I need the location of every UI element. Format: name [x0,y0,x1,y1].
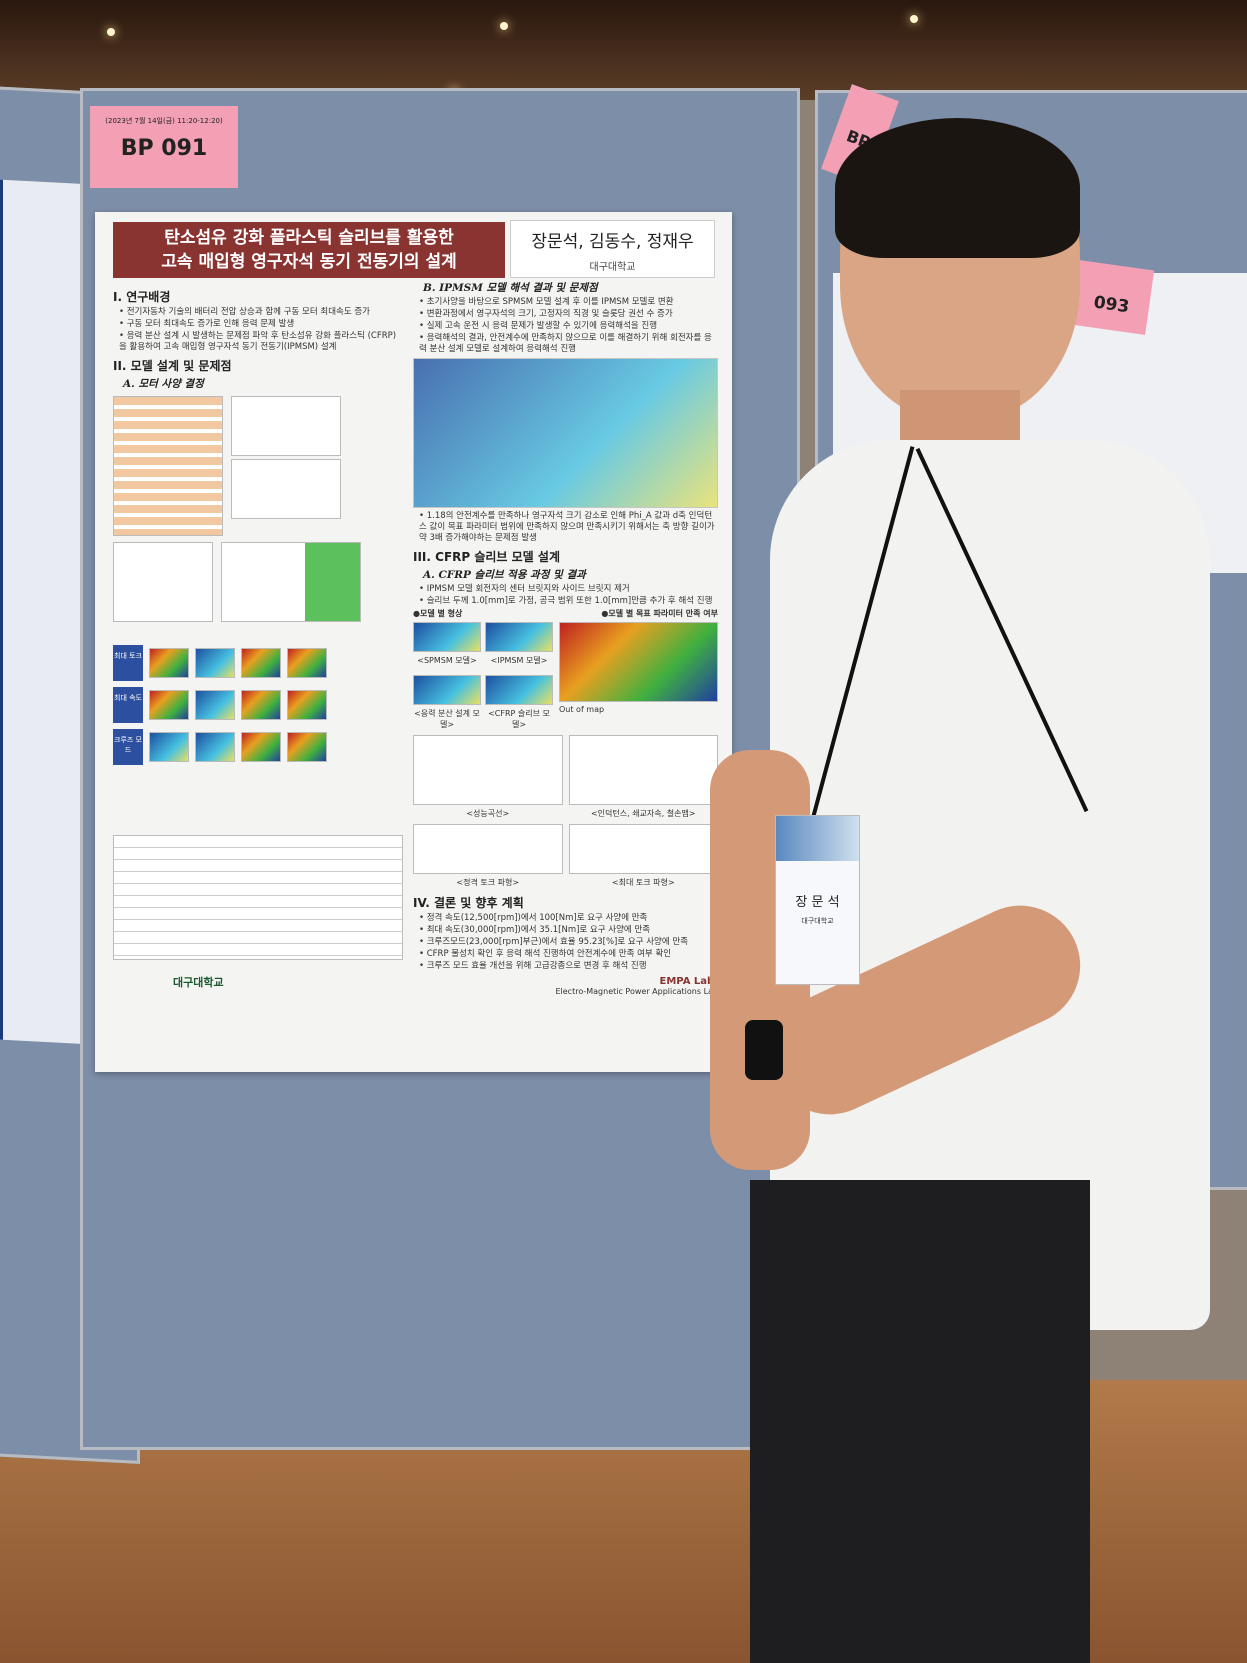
output-graph [231,459,341,519]
session-tag: (2023년 7월 14일(금) 11:20-12:20) BP 091 [90,106,238,188]
smartwatch [745,1020,783,1080]
phi-l-map [241,648,281,678]
phi-l-map [195,690,235,720]
bullet: • 정격 속도(12,500[rpm])에서 100[Nm]로 요구 사양에 만… [419,913,648,923]
section-heading: IV. 결론 및 향후 계획 [413,896,524,910]
badge-org: 대구대학교 [801,917,834,925]
device-table [221,542,361,622]
phi-l-map [287,690,327,720]
switch-diagram [113,542,213,622]
max-torque-waveform [568,824,718,874]
bullet: • 1.18의 안전계수를 만족하나 영구자석 크기 감소로 인해 Phi_A … [419,511,715,543]
motor-model-image [413,622,481,652]
phi-l-map [149,732,189,762]
motor-model-image [413,675,481,705]
caption: <CFRP 슬리브 모델> [488,709,550,729]
performance-curve [413,735,563,805]
name-badge: 장 문 석 대구대학교 [775,815,860,985]
spec-table [113,835,403,960]
caption: <인덕턴스, 쇄교자속, 철손맵> [590,809,696,818]
torque-graph [231,396,341,456]
section-heading: I. 연구배경 [113,290,171,304]
subsection-heading: A. 모터 사양 결정 [123,378,204,390]
poster-title: 탄소섬유 강화 플라스틱 슬리브를 활용한 고속 매입형 영구자석 동기 전동기… [113,222,505,278]
rated-torque-waveform [413,824,563,874]
motor-model-image [485,675,553,705]
row-label: 최대 속도 [113,687,143,723]
bullet: • 구동 모터 최대속도 증가로 인해 응력 문제 발생 [119,319,295,329]
phi-l-map [149,690,189,720]
bullet: • 초기사양을 바탕으로 SPMSM 모델 설계 후 이를 IPMSM 모델로 … [419,297,674,307]
phi-l-map [287,732,327,762]
parameter-map [559,622,718,702]
flowchart-figure [113,396,223,536]
phi-l-map [287,648,327,678]
bullet: • 크루즈모드(23,000[rpm]부근)에서 효율 95.23[%]로 요구… [419,937,689,947]
phi-l-map [241,732,281,762]
phi-l-map [241,690,281,720]
phi-l-map [195,732,235,762]
caption: <IPMSM 모델> [490,656,548,665]
inductance-map [568,735,718,805]
lab-name: Electro-Magnetic Power Applications Lab [555,987,718,996]
session-code: BP 091 [120,136,208,161]
section-heading: III. CFRP 슬리브 모델 설계 [413,550,560,564]
bullet: • 최대 속도(30,000[rpm])에서 35.1[Nm]로 요구 사양에 … [419,925,651,935]
authors: 장문석, 김동수, 정재우 [531,232,694,252]
caption: <정격 토크 파형> [456,878,520,887]
phi-l-map [149,648,189,678]
caption: <SPMSM 모델> [417,656,477,665]
left-column: I. 연구배경 • 전기자동차 기술의 배터리 전압 상승과 함께 구동 모터 … [113,284,403,990]
bullet: • 실제 고속 운전 시 응력 문제가 발생할 수 있기에 응력해석을 진행 [419,321,658,331]
row-label: 최대 토크 [113,645,143,681]
bullet: • CFRP 물성치 확인 후 응력 해석 진행하여 안전계수에 만족 여부 확… [419,949,672,959]
bullet: • 변환과정에서 영구자석의 크기, 고정자의 직경 및 슬롯당 권선 수 증가 [419,309,673,319]
subsection-heading: B. IPMSM 모델 해석 결과 및 문제점 [423,282,598,294]
bullet: • IPMSM 모델 회전자의 센터 브릿지와 사이드 브릿지 제거 [419,584,630,594]
badge-name: 장 문 석 [795,895,840,910]
bullet: • 크루즈 모드 효율 개선을 위해 고급강종으로 변경 후 해석 진행 [419,961,647,971]
title-line: 탄소섬유 강화 플라스틱 슬리브를 활용한 [164,228,454,248]
ceiling-light [500,22,508,30]
stress-design-figure [413,358,718,508]
black-pants [750,1180,1090,1663]
figure-label: ●모델 별 형상 [413,609,463,618]
authors-box: 장문석, 김동수, 정재우 대구대학교 [510,220,715,278]
caption: <성능곡선> [466,809,510,818]
section-heading: II. 모델 설계 및 문제점 [113,359,232,373]
phi-l-map [195,648,235,678]
presenter-hair [835,118,1080,258]
badge-header [776,816,859,861]
bullet: • 응력해석의 결과, 안전계수에 만족하지 않으므로 이를 해결하기 위해 회… [419,333,712,354]
row-label: 크루즈 모드 [113,729,143,765]
figure-label: ●모델 별 목표 파라미터 만족 여부 [601,609,718,618]
caption: <최대 토크 파형> [611,878,675,887]
neighbor-tag: 093 [1070,260,1155,335]
session-date: (2023년 7월 14일(금) 11:20-12:20) [105,117,223,125]
research-poster: 탄소섬유 강화 플라스틱 슬리브를 활용한 고속 매입형 영구자석 동기 전동기… [95,212,732,1072]
bullet: • 전기자동차 기술의 배터리 전압 상승과 함께 구동 모터 최대속도 증가 [119,307,370,317]
motor-model-image [485,622,553,652]
bullet: • 응력 분산 설계 시 발생하는 문제점 파악 후 탄소섬유 강화 플라스틱 … [119,331,397,352]
bullet: • 슬리브 두께 1.0[mm]로 가정, 공극 범위 또한 1.0[mm]만큼… [419,596,713,606]
title-line: 고속 매입형 영구자석 동기 전동기의 설계 [161,252,457,272]
university-logo: 대구대학교 [173,976,224,989]
affiliation: 대구대학교 [589,262,636,273]
caption: <응력 분산 설계 모델> [414,709,480,729]
subsection-heading: A. CFRP 슬리브 적용 과정 및 결과 [423,569,586,581]
lab-logo: EMPA Lab. [659,976,719,987]
ceiling-light [107,28,115,36]
ceiling-light [910,15,918,23]
right-column: B. IPMSM 모델 해석 결과 및 문제점 • 초기사양을 바탕으로 SPM… [413,278,718,996]
out-of-map-label: Out of map [559,705,605,714]
